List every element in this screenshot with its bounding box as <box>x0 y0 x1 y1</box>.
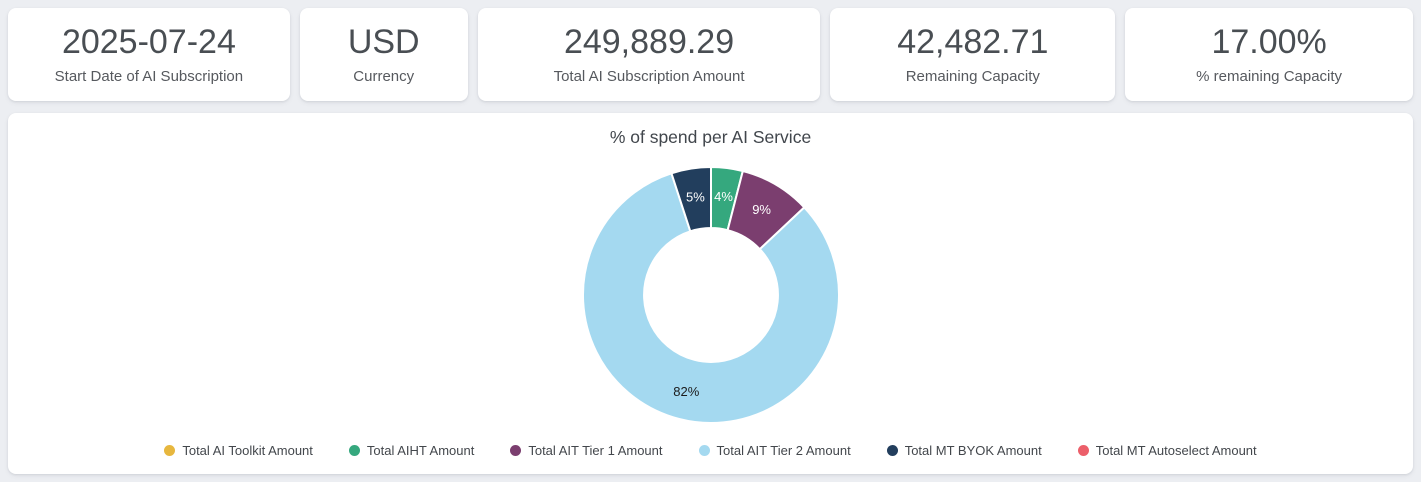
chart-title: % of spend per AI Service <box>609 127 812 147</box>
donut-slice-total-mt-byok-amount[interactable] <box>669 165 712 232</box>
legend-swatch-icon <box>886 444 898 456</box>
donut-svg: 4% 9% 82% 5% <box>581 165 840 424</box>
kpi-label: % remaining Capacity <box>1196 67 1343 85</box>
kpi-label: Currency <box>353 67 415 85</box>
kpi-label: Remaining Capacity <box>905 67 1040 85</box>
donut-slice-percent-label: 82% <box>673 383 699 398</box>
legend-swatch-icon <box>510 444 522 456</box>
kpi-row: 2025-07-24 Start Date of AI Subscription… <box>8 8 1414 101</box>
legend-item-total-mt-autoselect-amount[interactable]: Total MT Autoselect Amount <box>1077 442 1257 458</box>
kpi-card-percent-remaining-capacity: 17.00% % remaining Capacity <box>1125 8 1414 101</box>
donut-slice-percent-label: 9% <box>752 201 771 216</box>
legend-swatch-icon <box>1077 444 1089 456</box>
legend-item-total-ai-toolkit-amount[interactable]: Total AI Toolkit Amount <box>164 443 313 458</box>
legend-label: Total AIHT Amount <box>366 442 475 458</box>
kpi-card-remaining-capacity: 42,482.71 Remaining Capacity <box>830 8 1116 101</box>
kpi-value: USD <box>347 23 420 62</box>
donut-slice-total-ait-tier-2-amount[interactable] <box>581 171 840 424</box>
legend-label: Total AIT Tier 1 Amount <box>528 442 663 458</box>
legend-item-total-ait-tier-2-amount[interactable]: Total AIT Tier 2 Amount <box>698 442 851 458</box>
chart-legend: Total AI Toolkit Amount Total AIHT Amount… <box>8 441 1413 474</box>
kpi-value: 2025-07-24 <box>61 23 236 62</box>
donut-slice-percent-label: 4% <box>714 188 733 203</box>
legend-label: Total AI Toolkit Amount <box>182 442 313 458</box>
legend-item-total-mt-byok-amount[interactable]: Total MT BYOK Amount <box>886 442 1042 458</box>
legend-swatch-icon <box>348 444 360 456</box>
kpi-card-start-date: 2025-07-24 Start Date of AI Subscription <box>8 8 290 101</box>
legend-label: Total MT Autoselect Amount <box>1095 442 1257 458</box>
kpi-label: Start Date of AI Subscription <box>54 67 244 85</box>
spend-chart-card: % of spend per AI Service 4% 9% 82% 5% Tota… <box>8 113 1413 474</box>
kpi-card-total-subscription-amount: 249,889.29 Total AI Subscription Amount <box>477 8 821 101</box>
kpi-label: Total AI Subscription Amount <box>553 67 745 85</box>
kpi-value: 42,482.71 <box>897 23 1049 62</box>
legend-label: Total AIT Tier 2 Amount <box>716 442 851 458</box>
kpi-card-currency: USD Currency <box>299 8 468 101</box>
kpi-value: 249,889.29 <box>563 23 735 62</box>
legend-item-total-aiht-amount[interactable]: Total AIHT Amount <box>348 442 475 458</box>
legend-swatch-icon <box>698 444 710 456</box>
donut-chart: 4% 9% 82% 5% <box>8 148 1413 441</box>
donut-slice-percent-label: 5% <box>686 189 705 204</box>
legend-item-total-ait-tier-1-amount[interactable]: Total AIT Tier 1 Amount <box>510 442 663 458</box>
legend-swatch-icon <box>164 444 176 456</box>
kpi-value: 17.00% <box>1211 23 1327 62</box>
legend-label: Total MT BYOK Amount <box>904 442 1042 458</box>
